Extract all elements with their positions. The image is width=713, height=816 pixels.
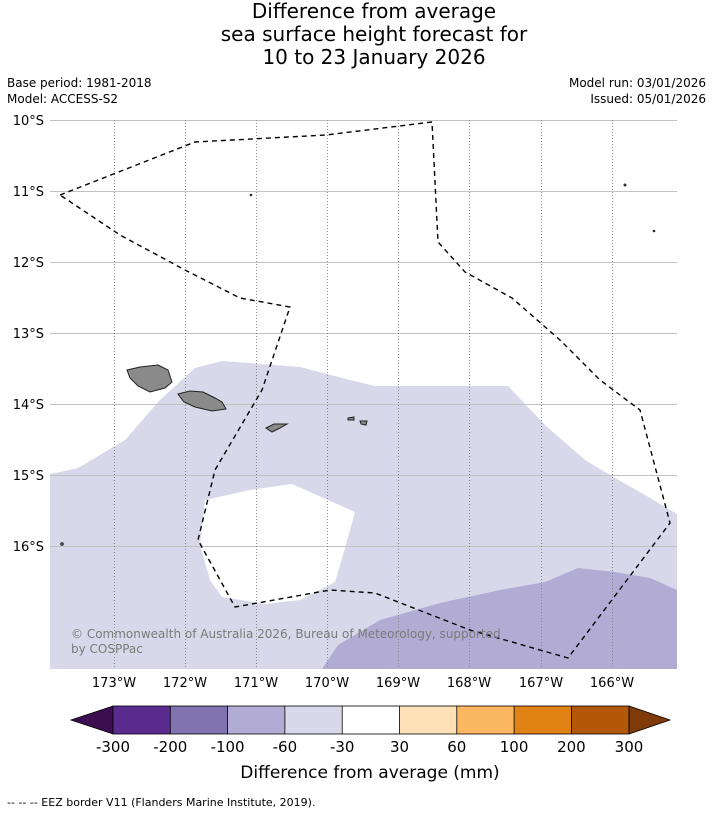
colorbar-extend-high (628, 705, 672, 735)
colorbar-bin-4 (284, 706, 343, 734)
latitude-labels: 10°S 11°S 12°S 13°S 14°S 15°S 16°S (13, 114, 44, 555)
colorbar-label-5: -30 (330, 738, 355, 756)
lat-label-11s: 11°S (13, 185, 44, 200)
colorbar-label-9: 200 (557, 738, 586, 756)
islet-west (60, 542, 64, 546)
lat-label-12s: 12°S (13, 256, 44, 271)
copyright-line-2: by COSPPac (71, 642, 143, 656)
colorbar-label-8: 100 (500, 738, 529, 756)
colorbar-title: Difference from average (mm) (240, 763, 499, 783)
island-tutuila (265, 423, 289, 433)
lat-label-10s: 10°S (13, 114, 44, 129)
colorbar-bin-6 (399, 706, 457, 734)
lon-label-172w: 172°W (163, 676, 207, 691)
island-ofu (347, 416, 355, 421)
colorbar-label-4: -60 (273, 738, 298, 756)
islet-north (249, 193, 253, 197)
island-tau (359, 420, 368, 426)
lon-label-166w: 166°W (590, 676, 634, 691)
colorbar-label-2: -200 (153, 738, 187, 756)
colorbar-dividers (169, 706, 572, 734)
colorbar-label-1: -300 (96, 738, 130, 756)
base-period: Base period: 1981-2018 (7, 76, 152, 90)
island-savaii (126, 364, 173, 393)
colorbar-label-7: 60 (447, 738, 466, 756)
lon-label-173w: 173°W (92, 676, 136, 691)
copyright-line-1: © Commonwealth of Australia 2026, Bureau… (71, 627, 501, 641)
islands (60, 183, 656, 546)
model-run: Model run: 03/01/2026 (568, 76, 706, 90)
anomaly-region-neutral (200, 484, 355, 604)
colorbar-frame (112, 705, 630, 735)
colorbar-bin-1 (113, 706, 171, 734)
lon-label-170w: 170°W (305, 676, 349, 691)
longitude-labels: 173°W 172°W 171°W 170°W 169°W 168°W 167°… (92, 676, 634, 691)
lat-label-15s: 15°S (13, 469, 44, 484)
lon-label-169w: 169°W (376, 676, 420, 691)
islet-swains-a (623, 183, 627, 187)
colorbar-label-3: -100 (211, 738, 245, 756)
issued-date: Issued: 05/01/2026 (590, 92, 706, 106)
lat-label-14s: 14°S (13, 398, 44, 413)
colorbar-bin-8 (514, 706, 572, 734)
title-line-1: Difference from average (251, 0, 497, 23)
lat-label-13s: 13°S (13, 327, 44, 342)
lon-label-167w: 167°W (519, 676, 563, 691)
meta-right: Model run: 03/01/2026 Issued: 05/01/2026 (569, 75, 706, 107)
colorbar-label-6: 30 (390, 738, 409, 756)
title-line-3: 10 to 23 January 2026 (262, 45, 486, 69)
colorbar-bin-3 (227, 706, 285, 734)
map-title: Difference from average sea surface heig… (0, 0, 713, 69)
colorbar-bin-2 (170, 706, 228, 734)
colorbar-label-10: 300 (615, 738, 644, 756)
island-upolu (177, 390, 227, 412)
eez-footnote: -- -- -- EEZ border V11 (Flanders Marine… (7, 796, 316, 809)
lat-label-16s: 16°S (13, 540, 44, 555)
colorbar-bin-7 (456, 706, 515, 734)
latitude-gridlines (50, 120, 677, 547)
lon-label-171w: 171°W (234, 676, 278, 691)
map-area: © Commonwealth of Australia 2026, Bureau… (50, 120, 677, 669)
model-name: Model: ACCESS-S2 (7, 92, 119, 106)
lon-label-168w: 168°W (447, 676, 491, 691)
colorbar: -300 -200 -100 -60 -30 30 60 100 200 300… (69, 705, 672, 783)
anomaly-region-mid (322, 568, 677, 669)
islet-swains-b (652, 229, 656, 233)
meta-left: Base period: 1981-2018 Model: ACCESS-S2 (7, 75, 152, 107)
colorbar-bin-5 (342, 706, 400, 734)
colorbar-bin-9 (571, 706, 629, 734)
title-line-2: sea surface height forecast for (220, 22, 528, 46)
colorbar-extend-low (69, 705, 114, 735)
